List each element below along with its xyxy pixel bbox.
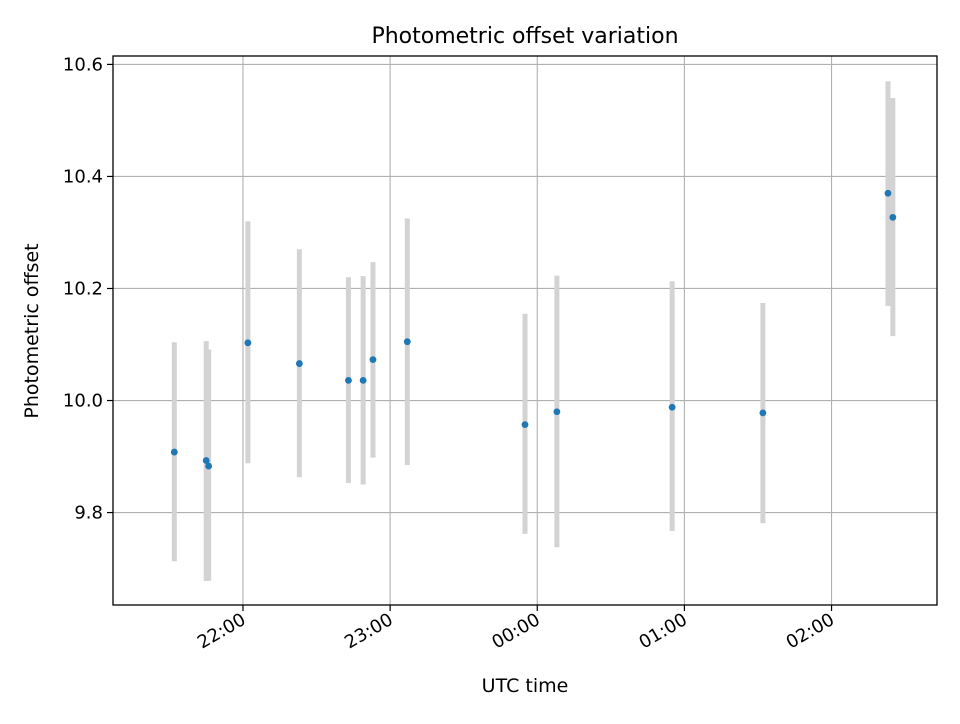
data-point xyxy=(202,457,210,464)
x-axis-label: UTC time xyxy=(482,675,569,697)
y-tick-label: 10.4 xyxy=(63,166,103,187)
data-point xyxy=(668,403,676,411)
data-points xyxy=(170,189,897,470)
x-tick-label: 02:00 xyxy=(783,609,838,653)
y-tick-label: 10.0 xyxy=(63,391,103,412)
data-point xyxy=(205,462,213,470)
plot-frame xyxy=(112,55,938,606)
data-point xyxy=(345,376,352,384)
data-point xyxy=(553,408,561,416)
x-tick-label: 23:00 xyxy=(341,609,396,653)
data-point xyxy=(889,213,897,221)
y-axis-label: Photometric offset xyxy=(21,243,43,418)
x-tick-label: 01:00 xyxy=(635,609,690,653)
y-tick-label: 10.2 xyxy=(63,278,103,299)
data-point xyxy=(244,339,252,347)
y-tick-label: 10.6 xyxy=(63,54,103,75)
chart-title: Photometric offset variation xyxy=(371,24,678,49)
data-point xyxy=(359,376,367,384)
data-point xyxy=(403,338,411,346)
x-tick-label: 00:00 xyxy=(488,609,543,653)
y-tick-label: 9.8 xyxy=(74,503,103,524)
data-point xyxy=(369,356,377,364)
x-axis-ticks: 22:00 23:00 00:00 01:00 02:00 xyxy=(194,605,838,653)
x-tick-label: 22:00 xyxy=(194,609,249,653)
data-point xyxy=(295,360,303,367)
error-bars xyxy=(171,81,896,581)
data-point xyxy=(884,189,892,197)
data-point xyxy=(521,421,529,429)
data-point xyxy=(759,409,767,417)
data-point xyxy=(170,448,178,456)
y-axis-ticks: 9.8 10.0 10.2 10.4 10.6 xyxy=(63,54,113,524)
